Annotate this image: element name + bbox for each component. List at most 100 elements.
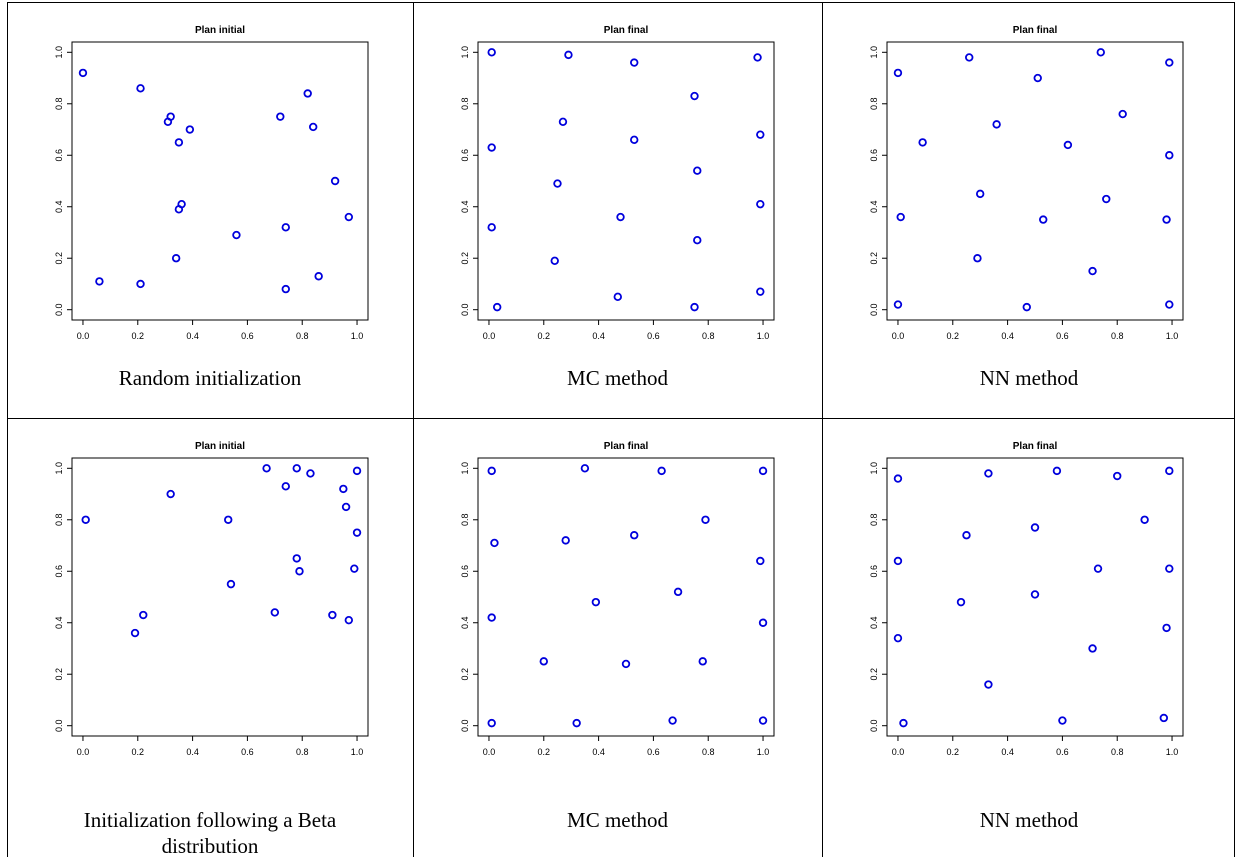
table-divider-1 [413, 2, 414, 857]
x-tick-label: 0.0 [483, 747, 496, 757]
y-tick-label: 0.4 [460, 616, 470, 629]
plot-frame [71, 457, 369, 737]
panel-3: Plan final 0.0 0.2 0.4 0.6 0.8 1.0 0.0 0.2 0.4 0.6… [822, 2, 1236, 418]
x-tick-label: 1.0 [757, 747, 770, 757]
x-tick-label: 0.8 [296, 747, 309, 757]
table-divider-2 [822, 2, 823, 857]
x-tick-label: 0.8 [296, 331, 309, 341]
x-tick-label: 0.6 [647, 747, 660, 757]
data-point [308, 122, 318, 132]
data-point [1096, 48, 1105, 57]
y-tick-label: 0.0 [460, 719, 470, 732]
data-point [487, 466, 496, 476]
x-tick-label: 0.8 [702, 331, 715, 341]
data-point [1165, 151, 1174, 160]
y-tick-label: 0.6 [54, 565, 64, 578]
data-point [1022, 302, 1031, 312]
data-point [621, 659, 631, 669]
plot-title: Plan final [604, 25, 649, 36]
data-point [918, 138, 927, 147]
data-point [487, 223, 496, 232]
y-tick-label: 0.4 [869, 616, 879, 629]
data-point [992, 120, 1001, 129]
plot-frame [477, 41, 775, 321]
data-point [1102, 194, 1111, 204]
panel-5: Plan final 0.0 0.2 0.4 0.6 0.8 1.0 0.0 0.2 0.4 0.6… [413, 418, 822, 857]
data-point [1088, 266, 1097, 276]
y-tick-label: 1.0 [460, 46, 470, 59]
plot-title: Plan initial [195, 25, 245, 36]
data-point [1165, 564, 1174, 573]
data-point [668, 716, 677, 725]
x-tick-label: 0.4 [1001, 747, 1014, 757]
y-tick-label: 0.0 [869, 303, 879, 316]
data-point [487, 143, 496, 152]
x-tick-label: 1.0 [1166, 747, 1179, 757]
data-point [81, 515, 90, 524]
y-tick-label: 0.2 [869, 668, 879, 681]
y-tick-label: 0.4 [869, 200, 879, 213]
x-tick-label: 0.2 [132, 331, 145, 341]
y-tick-label: 1.0 [54, 46, 64, 59]
data-point [657, 466, 666, 476]
data-point [487, 48, 496, 57]
scatter-plot: Plan final 0.0 0.2 0.4 0.6 0.8 1.0 0.0 0.2 0.4 0.6… [460, 25, 775, 341]
data-point [224, 515, 233, 524]
data-point [630, 135, 639, 145]
data-point [690, 302, 699, 312]
plot-title: Plan final [1013, 441, 1058, 452]
data-point [1162, 215, 1171, 224]
data-point [558, 117, 568, 126]
data-point [698, 657, 707, 666]
data-point [701, 515, 710, 524]
data-point [975, 189, 985, 199]
data-point [758, 466, 768, 476]
y-tick-label: 0.8 [869, 514, 879, 527]
data-point [630, 531, 639, 540]
y-tick-label: 0.8 [54, 98, 64, 111]
panel-caption: NN method [979, 366, 1079, 390]
data-point [136, 84, 145, 93]
data-point [756, 130, 765, 139]
data-point [580, 464, 590, 473]
x-tick-label: 0.8 [702, 747, 715, 757]
data-point [591, 597, 601, 607]
data-point [693, 236, 702, 245]
data-point [1162, 623, 1171, 633]
y-tick-label: 0.0 [460, 303, 470, 316]
y-tick-label: 0.2 [54, 668, 64, 681]
data-point [492, 302, 502, 312]
x-tick-label: 0.0 [77, 331, 90, 341]
x-tick-label: 0.6 [647, 331, 660, 341]
data-point [1063, 140, 1073, 150]
scatter-plot: Plan initial 0.0 0.2 0.4 0.6 0.8 1.0 0.0 0.2 0.4 0… [54, 25, 369, 341]
data-point [262, 464, 271, 473]
scatter-plot: Plan final 0.0 0.2 0.4 0.6 0.8 1.0 0.0 0.2 0.4 0.6… [869, 441, 1184, 757]
data-point [344, 615, 354, 625]
data-point [1165, 466, 1174, 476]
y-tick-label: 0.0 [869, 719, 879, 732]
data-point [1030, 590, 1040, 599]
data-point [965, 53, 974, 62]
data-point [490, 538, 499, 548]
data-point [344, 212, 354, 222]
x-tick-label: 0.2 [538, 331, 551, 341]
data-point [893, 300, 903, 309]
data-point [896, 212, 905, 222]
y-tick-label: 0.6 [54, 149, 64, 162]
x-tick-label: 1.0 [757, 331, 770, 341]
data-point [281, 284, 290, 294]
data-point [171, 254, 181, 263]
data-point [1113, 471, 1122, 481]
data-point [753, 53, 762, 62]
data-point [564, 50, 573, 60]
data-point [550, 256, 559, 265]
data-point [136, 279, 145, 289]
data-point [539, 657, 548, 666]
panel-caption: NN method [979, 808, 1079, 832]
data-point [292, 464, 301, 473]
panel-caption: MC method [567, 366, 668, 390]
data-point [276, 112, 285, 121]
data-point [893, 474, 903, 483]
y-tick-label: 0.0 [54, 719, 64, 732]
